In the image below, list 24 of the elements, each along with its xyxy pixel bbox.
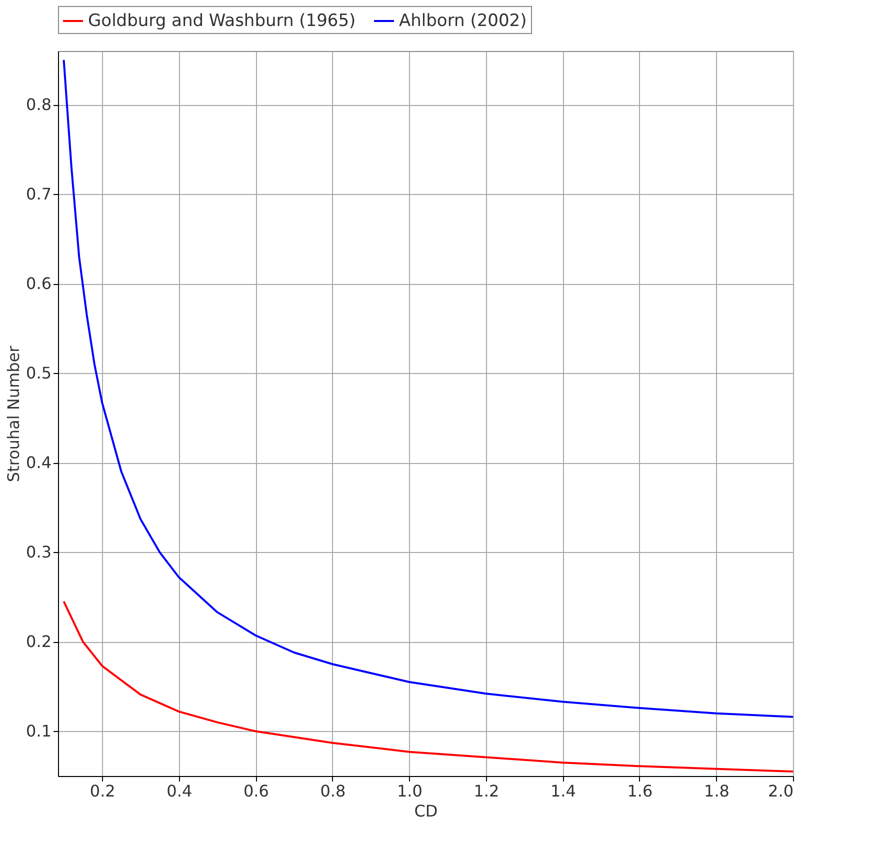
legend-label: Ahlborn (2002) (399, 11, 527, 31)
x-tick-label: 2.0 (768, 782, 794, 800)
x-tick-label: 1.6 (627, 782, 653, 800)
y-tick-label: 0.5 (26, 364, 52, 383)
y-tick-label: 0.6 (26, 274, 52, 294)
legend-label: Goldburg and Washburn (1965) (88, 11, 356, 31)
x-tick-label: 1.4 (550, 782, 576, 800)
x-tick-label: 0.4 (166, 782, 192, 800)
x-axis-title: CD (414, 802, 438, 820)
y-tick-label: 0.8 (26, 95, 52, 114)
y-tick-label: 0.3 (26, 542, 52, 562)
x-tick-label: 1.2 (474, 782, 500, 800)
y-tick-label: 0.4 (26, 453, 52, 472)
line-series (62, 58, 793, 718)
x-tick-label: 0.6 (243, 782, 269, 800)
x-tick-label: 0.8 (320, 782, 346, 800)
line-series (62, 600, 793, 773)
y-tick-label: 0.2 (26, 632, 52, 652)
y-tick-label: 0.7 (26, 184, 52, 204)
y-tick-label: 0.1 (26, 722, 52, 741)
x-tick-label: 0.2 (90, 782, 116, 800)
y-axis-title: Strouhal Number (4, 345, 24, 482)
x-tick-label: 1.0 (396, 782, 422, 800)
x-tick-label: 1.8 (704, 782, 730, 800)
